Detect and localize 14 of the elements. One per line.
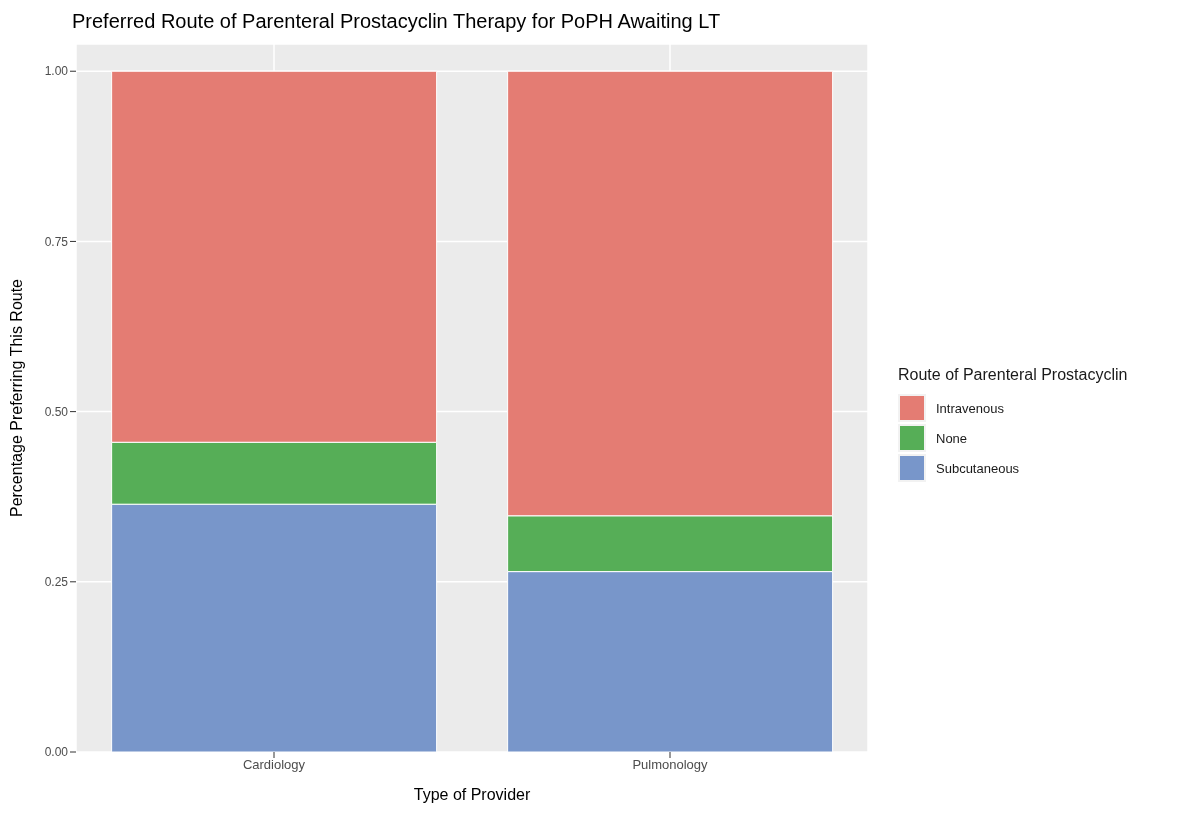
y-tick-label: 1.00 <box>44 64 69 79</box>
x-axis-title: Type of Provider <box>413 786 531 803</box>
legend-label: None <box>936 430 968 446</box>
y-axis-title: Percentage Preferring This Route <box>7 278 25 518</box>
legend-label: Subcutaneous <box>936 460 1020 476</box>
y-tick-label: 0.00 <box>44 745 69 760</box>
y-tick-label: 0.25 <box>44 575 69 590</box>
legend-title: Route of Parenteral Prostacyclin <box>898 366 1128 384</box>
legend-label: Intravenous <box>936 400 1004 416</box>
chart-title: Preferred Route of Parenteral Prostacyclin Therapy for PoPH Awaiting LT <box>71 9 722 34</box>
y-tick-label: 0.50 <box>44 404 69 419</box>
x-tick-label: Cardiology <box>242 757 306 773</box>
y-tick-label: 0.75 <box>44 234 69 249</box>
x-tick-label: Pulmonology <box>632 757 709 773</box>
